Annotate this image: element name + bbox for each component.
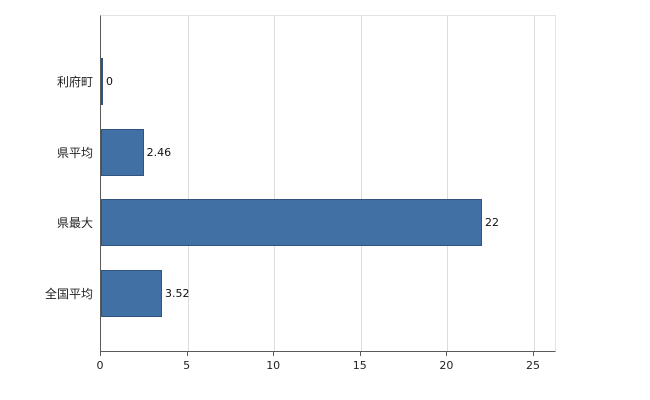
- tick-label: 20: [439, 359, 454, 372]
- gridline: [187, 16, 189, 351]
- plot-area: 利府町 0 県平均 2.46 県最大 22 全国平均 3.52: [45, 15, 556, 352]
- tick-label: 25: [526, 359, 540, 372]
- tick-label: 0: [96, 359, 104, 372]
- category-label: 利府町: [56, 74, 93, 89]
- bar: [101, 128, 144, 176]
- tick-label: 5: [183, 359, 191, 372]
- bar: [101, 270, 162, 318]
- gridline: [360, 16, 362, 351]
- tick-mark: [359, 352, 361, 356]
- gridline: [534, 16, 535, 351]
- tick-mark: [446, 352, 448, 356]
- bar-row: 利府町 0: [57, 46, 555, 117]
- tick-mark: [273, 352, 275, 356]
- tick-label: 15: [352, 359, 367, 372]
- value-label: 3.52: [164, 287, 190, 301]
- value-label: 0: [106, 74, 113, 88]
- tick-mark: [533, 352, 534, 356]
- tick-mark: [100, 352, 101, 356]
- category-label: 全国平均: [44, 287, 93, 302]
- gridline: [274, 16, 276, 351]
- category-label: 県平均: [56, 145, 93, 160]
- bar: [101, 57, 103, 105]
- bar: [101, 199, 483, 247]
- tick-label: 10: [266, 359, 281, 372]
- tick-mark: [186, 352, 188, 356]
- bar-row: 県平均 2.46: [57, 117, 555, 188]
- value-label: 2.46: [146, 145, 172, 159]
- bar-row: 全国平均 3.52: [45, 258, 555, 329]
- gridline: [447, 16, 449, 351]
- bar-rows: 利府町 0 県平均 2.46 県最大 22 全国平均 3.52: [45, 16, 555, 351]
- value-label: 22: [485, 216, 500, 230]
- category-label: 県最大: [56, 216, 93, 231]
- bar-row: 県最大 22: [57, 188, 555, 259]
